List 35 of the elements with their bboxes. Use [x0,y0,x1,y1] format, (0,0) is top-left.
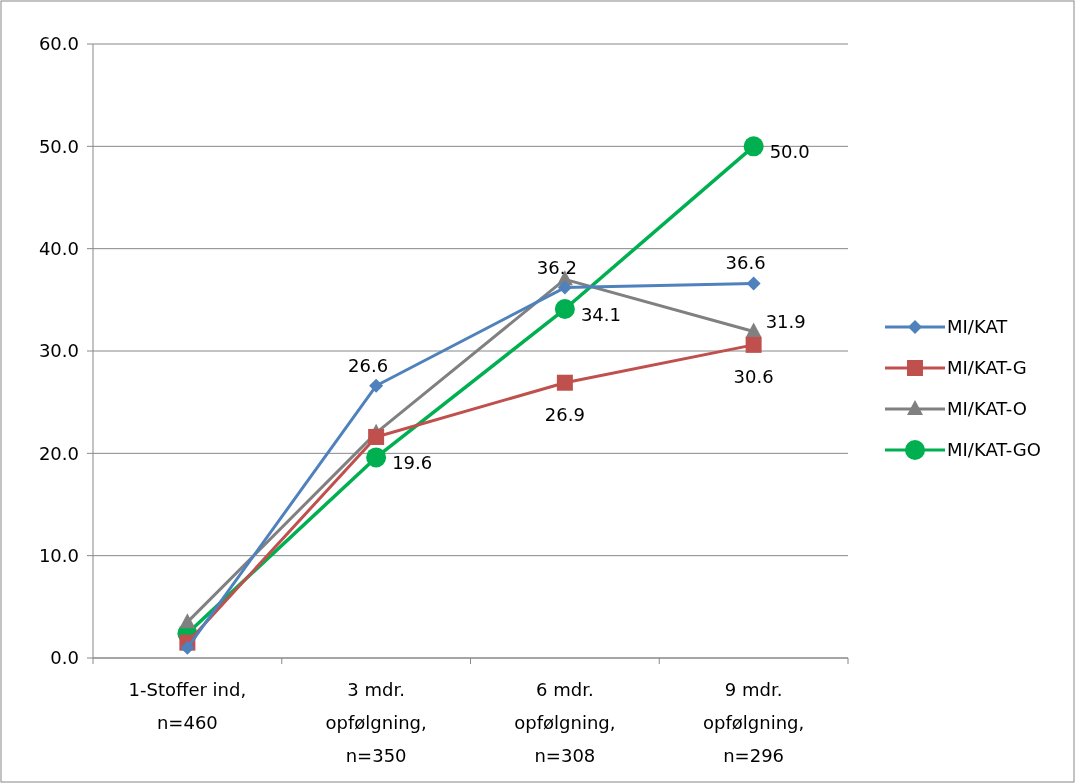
point [745,336,762,353]
point [745,322,762,338]
point [369,378,384,393]
data-label: 31.9 [765,310,806,332]
point [180,640,195,655]
point [746,276,761,291]
point [366,447,387,468]
legend-label: MI/KAT-O [947,398,1027,420]
x-tick-label: 3 mdr. opfølgning, n=350 [325,679,427,766]
x-tick-label: 6 mdr. opfølgning, n=308 [514,679,616,766]
data-label: 26.9 [544,403,585,425]
y-tick-label: 60.0 [38,33,79,55]
y-tick-label: 0.0 [50,647,79,669]
y-tick-label: 30.0 [38,340,79,362]
data-label: 50.0 [769,141,810,163]
legend-label: MI/KAT [947,316,1009,338]
data-label: 36.2 [536,256,577,278]
x-tick-label: 1-Stoffer ind, n=460 [128,679,247,733]
data-label: 26.6 [348,354,389,376]
point [557,280,572,295]
point [179,613,196,629]
data-label: 30.6 [733,365,774,387]
x-tick-label: 9 mdr. opfølgning, n=296 [703,679,805,766]
y-tick-label: 40.0 [38,237,79,259]
y-tick-label: 50.0 [38,135,79,157]
point [743,136,764,157]
y-tick-label: 20.0 [38,442,79,464]
point [556,374,573,391]
data-label: 19.6 [392,452,433,474]
data-label: 34.1 [580,304,621,326]
point [554,299,575,320]
legend-label: MI/KAT-GO [947,439,1041,461]
data-label: 36.6 [725,252,766,274]
y-tick-label: 10.0 [38,544,79,566]
legend-label: MI/KAT-G [947,357,1027,379]
